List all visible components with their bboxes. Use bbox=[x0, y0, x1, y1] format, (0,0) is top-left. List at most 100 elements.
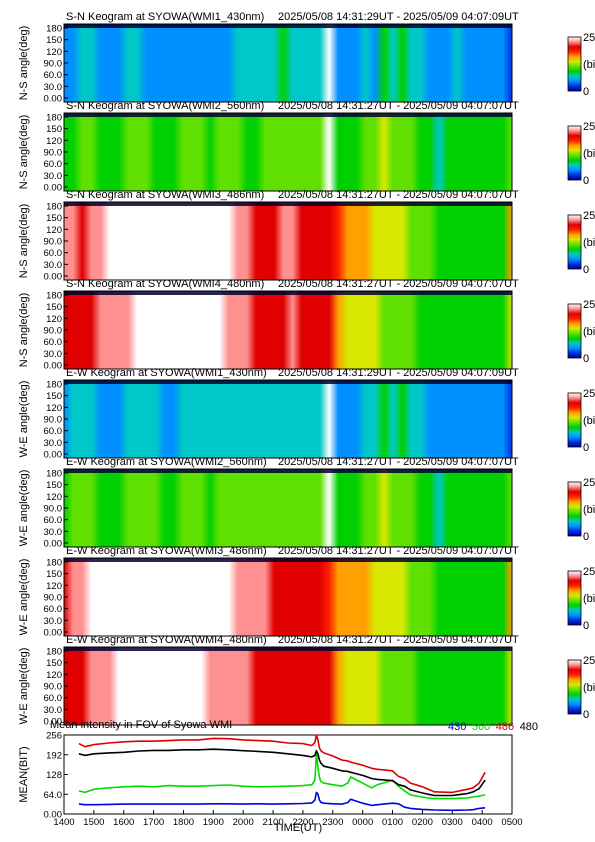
y-tick-label: 90.0 bbox=[44, 682, 63, 693]
keogram-title: S-N Keogram at SYOWA(WMI4_480nm) bbox=[66, 278, 264, 290]
colorbar bbox=[567, 214, 582, 270]
y-tick-label: 256 bbox=[46, 731, 62, 742]
y-tick-label: 180 bbox=[46, 469, 62, 480]
legend-entry: 560 bbox=[472, 721, 490, 733]
y-tick-label: 60.0 bbox=[44, 159, 63, 170]
x-tick-label: 0200 bbox=[412, 817, 433, 828]
y-tick-label: 90.0 bbox=[44, 148, 63, 159]
y-tick-label: 120 bbox=[46, 314, 62, 325]
colorbar-min-label: 0 bbox=[583, 86, 589, 98]
y-tick-label: 150 bbox=[46, 658, 62, 669]
keogram-image bbox=[64, 202, 512, 280]
y-tick-label: 60.0 bbox=[44, 426, 63, 437]
legend-entry: 430 bbox=[448, 721, 466, 733]
y-tick-label: 30.0 bbox=[44, 171, 63, 182]
y-tick-label: 60.0 bbox=[44, 604, 63, 615]
y-axis-label: N-S angle(deg) bbox=[18, 293, 30, 368]
y-tick-label: 60.0 bbox=[44, 248, 63, 259]
keogram-panel: E-W Keogram at SYOWA(WMI4_480nm) 2025/05/… bbox=[18, 634, 595, 728]
colorbar-unit-label: (bit) bbox=[583, 326, 595, 338]
y-tick-label: 120 bbox=[46, 225, 62, 236]
y-axis-label: MEAN(BIT) bbox=[18, 746, 30, 802]
keogram-time-range: 2025/05/08 14:31:29UT - 2025/05/09 04:07… bbox=[278, 11, 519, 23]
keogram-panel: S-N Keogram at SYOWA(WMI2_560nm) 2025/05/… bbox=[18, 100, 595, 194]
y-tick-label: 180 bbox=[46, 291, 62, 302]
y-tick-label: 30.0 bbox=[44, 260, 63, 271]
y-tick-label: 30.0 bbox=[44, 438, 63, 449]
keogram-time-range: 2025/05/08 14:31:27UT - 2025/05/09 04:07… bbox=[278, 634, 519, 646]
colorbar-min-label: 0 bbox=[583, 175, 589, 187]
colorbar-unit-label: (bit) bbox=[583, 59, 595, 71]
y-tick-label: 90.0 bbox=[44, 59, 63, 70]
keogram-image bbox=[64, 291, 512, 369]
colorbar-unit-label: (bit) bbox=[583, 682, 595, 694]
x-tick-label: 0500 bbox=[501, 817, 522, 828]
colorbar bbox=[567, 570, 582, 626]
y-tick-label: 0.00 bbox=[44, 94, 63, 105]
y-tick-label: 150 bbox=[46, 35, 62, 46]
y-tick-label: 128 bbox=[46, 770, 62, 781]
y-tick-label: 180 bbox=[46, 113, 62, 124]
keogram-time-range: 2025/05/08 14:31:27UT - 2025/05/09 04:07… bbox=[278, 100, 519, 112]
series-line-560 bbox=[78, 751, 486, 800]
y-tick-label: 120 bbox=[46, 492, 62, 503]
colorbar-min-label: 0 bbox=[583, 264, 589, 276]
y-tick-label: 0.00 bbox=[44, 450, 63, 461]
y-axis-label: W-E angle(deg) bbox=[18, 470, 30, 547]
colorbar bbox=[567, 481, 582, 537]
keogram-panels: S-N Keogram at SYOWA(WMI1_430nm) 2025/05/… bbox=[18, 11, 595, 728]
keogram-time-range: 2025/05/08 14:31:27UT - 2025/05/09 04:07… bbox=[278, 278, 519, 290]
series-line-480 bbox=[78, 748, 486, 797]
colorbar-unit-label: (bit) bbox=[583, 415, 595, 427]
keogram-title: E-W Keogram at SYOWA(WMI2_560nm) bbox=[66, 456, 267, 468]
keogram-panel: E-W Keogram at SYOWA(WMI3_486nm) 2025/05/… bbox=[18, 545, 595, 639]
x-tick-label: 0000 bbox=[352, 817, 373, 828]
y-tick-label: 90.0 bbox=[44, 415, 63, 426]
colorbar bbox=[567, 303, 582, 359]
mean-intensity-panel: Mean intensity in FOV of Syowa WMI 430 560… bbox=[18, 719, 538, 834]
colorbar-max-label: 255 bbox=[583, 210, 595, 222]
y-tick-label: 30.0 bbox=[44, 527, 63, 538]
keogram-time-range: 2025/05/08 14:31:27UT - 2025/05/09 04:07… bbox=[278, 456, 519, 468]
y-tick-label: 0.00 bbox=[44, 717, 63, 728]
y-tick-label: 180 bbox=[46, 558, 62, 569]
keogram-top-band bbox=[64, 291, 512, 295]
colorbar-max-label: 255 bbox=[583, 299, 595, 311]
y-axis-label: N-S angle(deg) bbox=[18, 26, 30, 101]
y-tick-label: 180 bbox=[46, 202, 62, 213]
x-tick-label: 0400 bbox=[472, 817, 493, 828]
y-tick-label: 0.00 bbox=[44, 628, 63, 639]
legend-entry: 480 bbox=[520, 721, 538, 733]
x-tick-label: 0300 bbox=[442, 817, 463, 828]
y-tick-label: 0.00 bbox=[44, 361, 63, 372]
x-tick-label: 0100 bbox=[382, 817, 403, 828]
y-tick-label: 60.0 bbox=[44, 515, 63, 526]
colorbar-max-label: 255 bbox=[583, 655, 595, 667]
keogram-image bbox=[64, 469, 512, 547]
y-axis-label: N-S angle(deg) bbox=[18, 204, 30, 279]
y-tick-label: 150 bbox=[46, 124, 62, 135]
y-tick-label: 0.00 bbox=[44, 183, 63, 194]
y-tick-label: 150 bbox=[46, 302, 62, 313]
colorbar-max-label: 255 bbox=[583, 477, 595, 489]
keogram-top-band bbox=[64, 113, 512, 117]
y-tick-label: 30.0 bbox=[44, 705, 63, 716]
keogram-top-band bbox=[64, 469, 512, 473]
keogram-time-range: 2025/05/08 14:31:27UT - 2025/05/09 04:07… bbox=[278, 545, 519, 557]
x-tick-label: 2000 bbox=[233, 817, 254, 828]
keogram-title: E-W Keogram at SYOWA(WMI3_486nm) bbox=[66, 545, 267, 557]
y-tick-label: 60.0 bbox=[44, 70, 63, 81]
keogram-title: S-N Keogram at SYOWA(WMI2_560nm) bbox=[66, 100, 264, 112]
y-tick-label: 120 bbox=[46, 581, 62, 592]
colorbar-max-label: 255 bbox=[583, 566, 595, 578]
colorbar-unit-label: (bit) bbox=[583, 593, 595, 605]
y-tick-label: 0.00 bbox=[44, 539, 63, 550]
keogram-title: E-W Keogram at SYOWA(WMI4_480nm) bbox=[66, 634, 267, 646]
colorbar-min-label: 0 bbox=[583, 531, 589, 543]
colorbar-unit-label: (bit) bbox=[583, 237, 595, 249]
x-tick-label: 2300 bbox=[322, 817, 343, 828]
keogram-image bbox=[64, 113, 512, 191]
keogram-title: S-N Keogram at SYOWA(WMI3_486nm) bbox=[66, 189, 264, 201]
y-tick-label: 150 bbox=[46, 569, 62, 580]
keogram-image bbox=[64, 24, 512, 102]
